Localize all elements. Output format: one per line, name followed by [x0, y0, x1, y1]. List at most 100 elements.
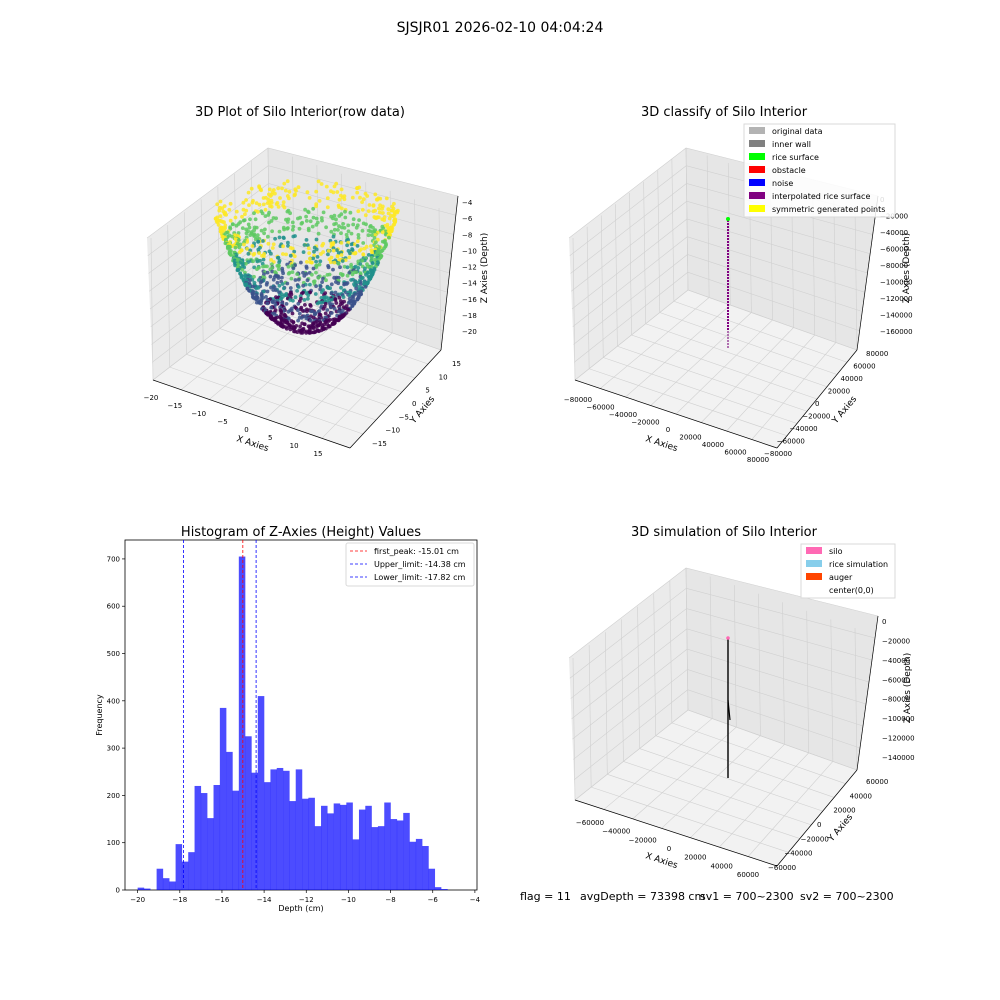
scatter-point [259, 301, 263, 306]
classified-point [727, 235, 729, 237]
classified-point [727, 274, 729, 276]
scatter-point [303, 303, 307, 307]
grid-line [570, 608, 873, 699]
grid-line [588, 645, 592, 788]
classified-point [727, 337, 729, 339]
y-tick-label: 0 [116, 887, 120, 895]
scatter-point [339, 241, 344, 245]
tick-label: 5 [268, 434, 272, 442]
scatter-point [350, 195, 355, 200]
scatter-point [337, 214, 342, 218]
classified-point [727, 307, 729, 309]
grid-line [574, 289, 858, 381]
grid-line [632, 726, 737, 820]
grid-line [586, 226, 590, 369]
grid-line [186, 354, 377, 421]
scatter-point [319, 252, 323, 256]
scatter-point [348, 210, 353, 215]
scatter-point [244, 198, 249, 202]
scatter-point [271, 277, 276, 282]
scatter-point [342, 197, 347, 202]
scatter-point [380, 207, 384, 211]
histogram-bar [327, 813, 334, 890]
scatter-point [290, 270, 295, 274]
scatter-point [371, 204, 376, 208]
scatter-point [241, 200, 246, 205]
scatter-point [250, 244, 255, 248]
tick-label: −80000 [882, 696, 910, 704]
scatter-point [252, 211, 256, 216]
grid-line [438, 207, 442, 351]
grid-line [569, 587, 876, 679]
scatter-point [361, 241, 366, 245]
scatter-point [287, 196, 291, 201]
grid-line [316, 165, 320, 308]
tick-label: −10 [462, 247, 477, 255]
scatter-point [296, 185, 301, 190]
scatter-point [273, 191, 277, 196]
scatter-point [229, 253, 233, 257]
scatter-point [334, 301, 339, 305]
scatter-point [317, 199, 322, 203]
histogram-bar [270, 769, 277, 890]
classified-point [727, 253, 729, 255]
simulation-x-label: X Axies [644, 851, 679, 871]
legend-label: rice surface [772, 153, 819, 162]
tick-label: −4 [462, 199, 473, 207]
tick-label: −60000 [777, 438, 805, 446]
simulation-z-label: Z Axies (Depth) [903, 653, 913, 724]
tick-label: −10 [191, 410, 206, 418]
scatter-point [308, 219, 313, 224]
scatter-point [260, 211, 265, 216]
grid-line [685, 567, 689, 711]
scatter-point [340, 259, 345, 263]
classified-point [727, 328, 729, 330]
tick-label: 40000 [702, 441, 724, 449]
grid-line [184, 212, 187, 355]
grid-line [572, 657, 576, 801]
scatter-point [339, 253, 344, 257]
histogram-bar [339, 804, 347, 890]
grid-line [573, 254, 863, 345]
histogram-bar [251, 772, 258, 890]
scatter-point [324, 184, 329, 189]
scatter-point [355, 297, 360, 302]
grid-line [603, 357, 798, 424]
scatter-point [283, 188, 288, 193]
scatter-point [284, 252, 288, 257]
x-tick-label: −14 [257, 896, 272, 904]
legend-swatch [806, 547, 822, 554]
scatter-point [270, 229, 274, 234]
scatter-point [347, 271, 352, 275]
y-tick-label: 500 [107, 650, 120, 658]
classified-point [727, 238, 729, 240]
scatter-point [263, 207, 268, 212]
scatter-point [243, 212, 247, 217]
scatter-point [244, 235, 249, 240]
scatter-point [285, 226, 290, 231]
scatter-point [293, 278, 298, 282]
scatter-point [248, 274, 253, 279]
classified-point [727, 259, 729, 261]
tick-label: 10 [290, 442, 299, 450]
classified-point [727, 229, 729, 231]
scatter-point [321, 210, 326, 215]
x-axis-line [574, 799, 778, 867]
x-tick-label: −6 [428, 896, 439, 904]
scatter-point [255, 233, 260, 238]
scatter-point [325, 308, 330, 312]
scatter-point [358, 195, 362, 200]
grid-line [147, 165, 456, 256]
scatter-point [256, 210, 260, 214]
scatter-point [261, 257, 266, 262]
histogram-bar [409, 841, 417, 890]
scatter-point [305, 243, 310, 248]
scatter-point [240, 214, 244, 219]
scatter-point [301, 270, 305, 275]
scatter-point [311, 256, 316, 261]
scatter-point [266, 241, 271, 246]
simulation-z-ticks: 0 −20000 −40000 −60000 −80000 −100000 −120000 −… [882, 618, 915, 762]
scatter-point [326, 252, 330, 257]
classified-point [727, 322, 729, 324]
scatter-point [266, 197, 271, 202]
